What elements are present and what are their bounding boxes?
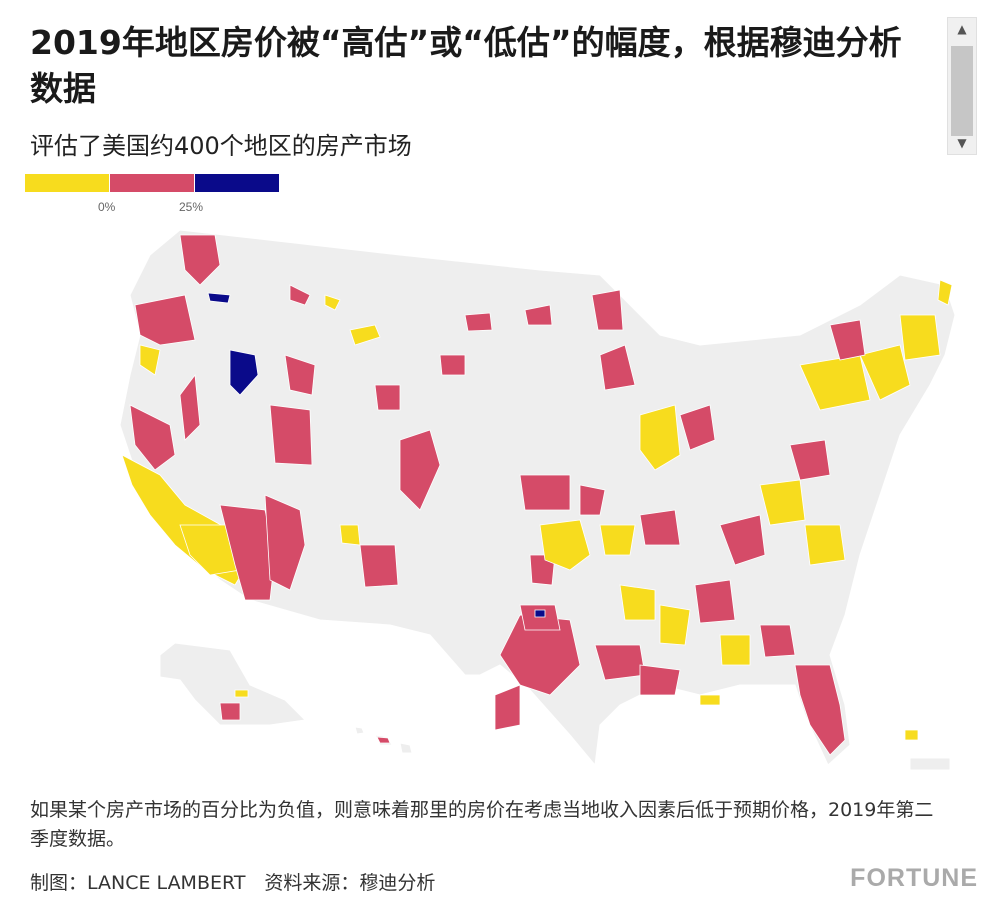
metro-region-red (464, 312, 493, 332)
alaska-shape (159, 642, 307, 726)
metro-region-yellow (899, 314, 941, 361)
legend-tick-0: 0% (98, 200, 116, 214)
metro-region-red (829, 319, 866, 361)
metro-region-yellow (139, 344, 161, 376)
metro-region-yellow (699, 694, 721, 706)
map-regions-layer (121, 234, 953, 756)
metro-region-red (219, 702, 241, 721)
metro-region-yellow (599, 524, 636, 556)
fortune-logo: FORTUNE (850, 864, 978, 892)
metro-region-red (129, 404, 176, 471)
metro-region-yellow (937, 279, 953, 306)
metro-region-yellow (339, 524, 361, 546)
metro-region-red (219, 504, 276, 601)
metro-region-yellow (234, 689, 249, 698)
metro-region-red (789, 439, 831, 481)
metro-region-red (524, 304, 553, 326)
metro-region-navy (534, 609, 546, 618)
metro-region-red (519, 474, 571, 511)
metro-region-yellow (179, 524, 241, 576)
metro-region-red (179, 373, 201, 441)
metro-region-red (639, 509, 681, 546)
metro-region-red (591, 289, 624, 331)
us-choropleth-map (119, 229, 956, 771)
metro-region-red (694, 579, 736, 624)
puerto-rico-shape (909, 757, 951, 771)
metro-region-red (719, 514, 766, 566)
metro-region-yellow (659, 604, 691, 646)
scroll-down-arrow-icon[interactable]: ▼ (957, 136, 967, 150)
metro-region-yellow (619, 584, 656, 621)
legend-bar-undervalued (25, 174, 109, 192)
metro-region-red (499, 614, 581, 696)
metro-region-red (439, 354, 466, 376)
metro-region-yellow (859, 344, 911, 401)
metro-region-red (579, 484, 606, 516)
scrollbar[interactable]: ▲ ▼ (947, 17, 977, 155)
scroll-thumb[interactable] (951, 46, 973, 136)
metro-region-red (599, 344, 636, 391)
metro-region-red (134, 294, 196, 346)
metro-region-red (374, 384, 401, 411)
metro-region-navy (207, 292, 231, 304)
metro-region-red (679, 404, 716, 451)
map-subtitle: 评估了美国约400个地区的房产市场 (30, 132, 412, 160)
metro-region-yellow (719, 634, 751, 666)
metro-region-yellow (759, 479, 806, 526)
metro-region-red (519, 604, 561, 631)
map-credit: 制图：LANCE LAMBERT 资料来源：穆迪分析 (30, 872, 436, 894)
metro-region-red (759, 624, 796, 658)
metro-region-yellow (349, 324, 381, 346)
metro-region-yellow (539, 519, 591, 571)
metro-region-yellow (804, 524, 846, 566)
metro-region-yellow (324, 294, 341, 311)
legend-tick-25: 25% (179, 200, 204, 214)
legend-bar-highly-overvalued (195, 174, 279, 192)
metro-region-red (494, 684, 521, 731)
metro-region-red (794, 664, 846, 756)
metro-region-red (269, 404, 313, 466)
scroll-up-arrow-icon[interactable]: ▲ (957, 22, 967, 36)
metro-region-red (399, 429, 441, 511)
map-title: 2019年地区房价被“高估”或“低估”的幅度，根据穆迪分析数据 (30, 23, 902, 108)
metro-region-red (179, 234, 221, 286)
metro-region-red (359, 544, 399, 588)
metro-region-red (284, 354, 316, 396)
metro-region-navy (229, 349, 259, 396)
metro-region-red (289, 284, 311, 306)
color-legend: 0% 25% (25, 174, 280, 214)
legend-bar-overvalued (110, 174, 194, 192)
metro-region-red (639, 664, 681, 696)
metro-region-yellow (904, 729, 919, 741)
map-footnote: 如果某个房产市场的百分比为负值，则意味着那里的房价在考虑当地收入因素后低于预期价… (30, 799, 934, 850)
metro-region-red (376, 736, 391, 744)
metro-region-yellow (639, 404, 681, 471)
metro-region-red (264, 494, 306, 591)
